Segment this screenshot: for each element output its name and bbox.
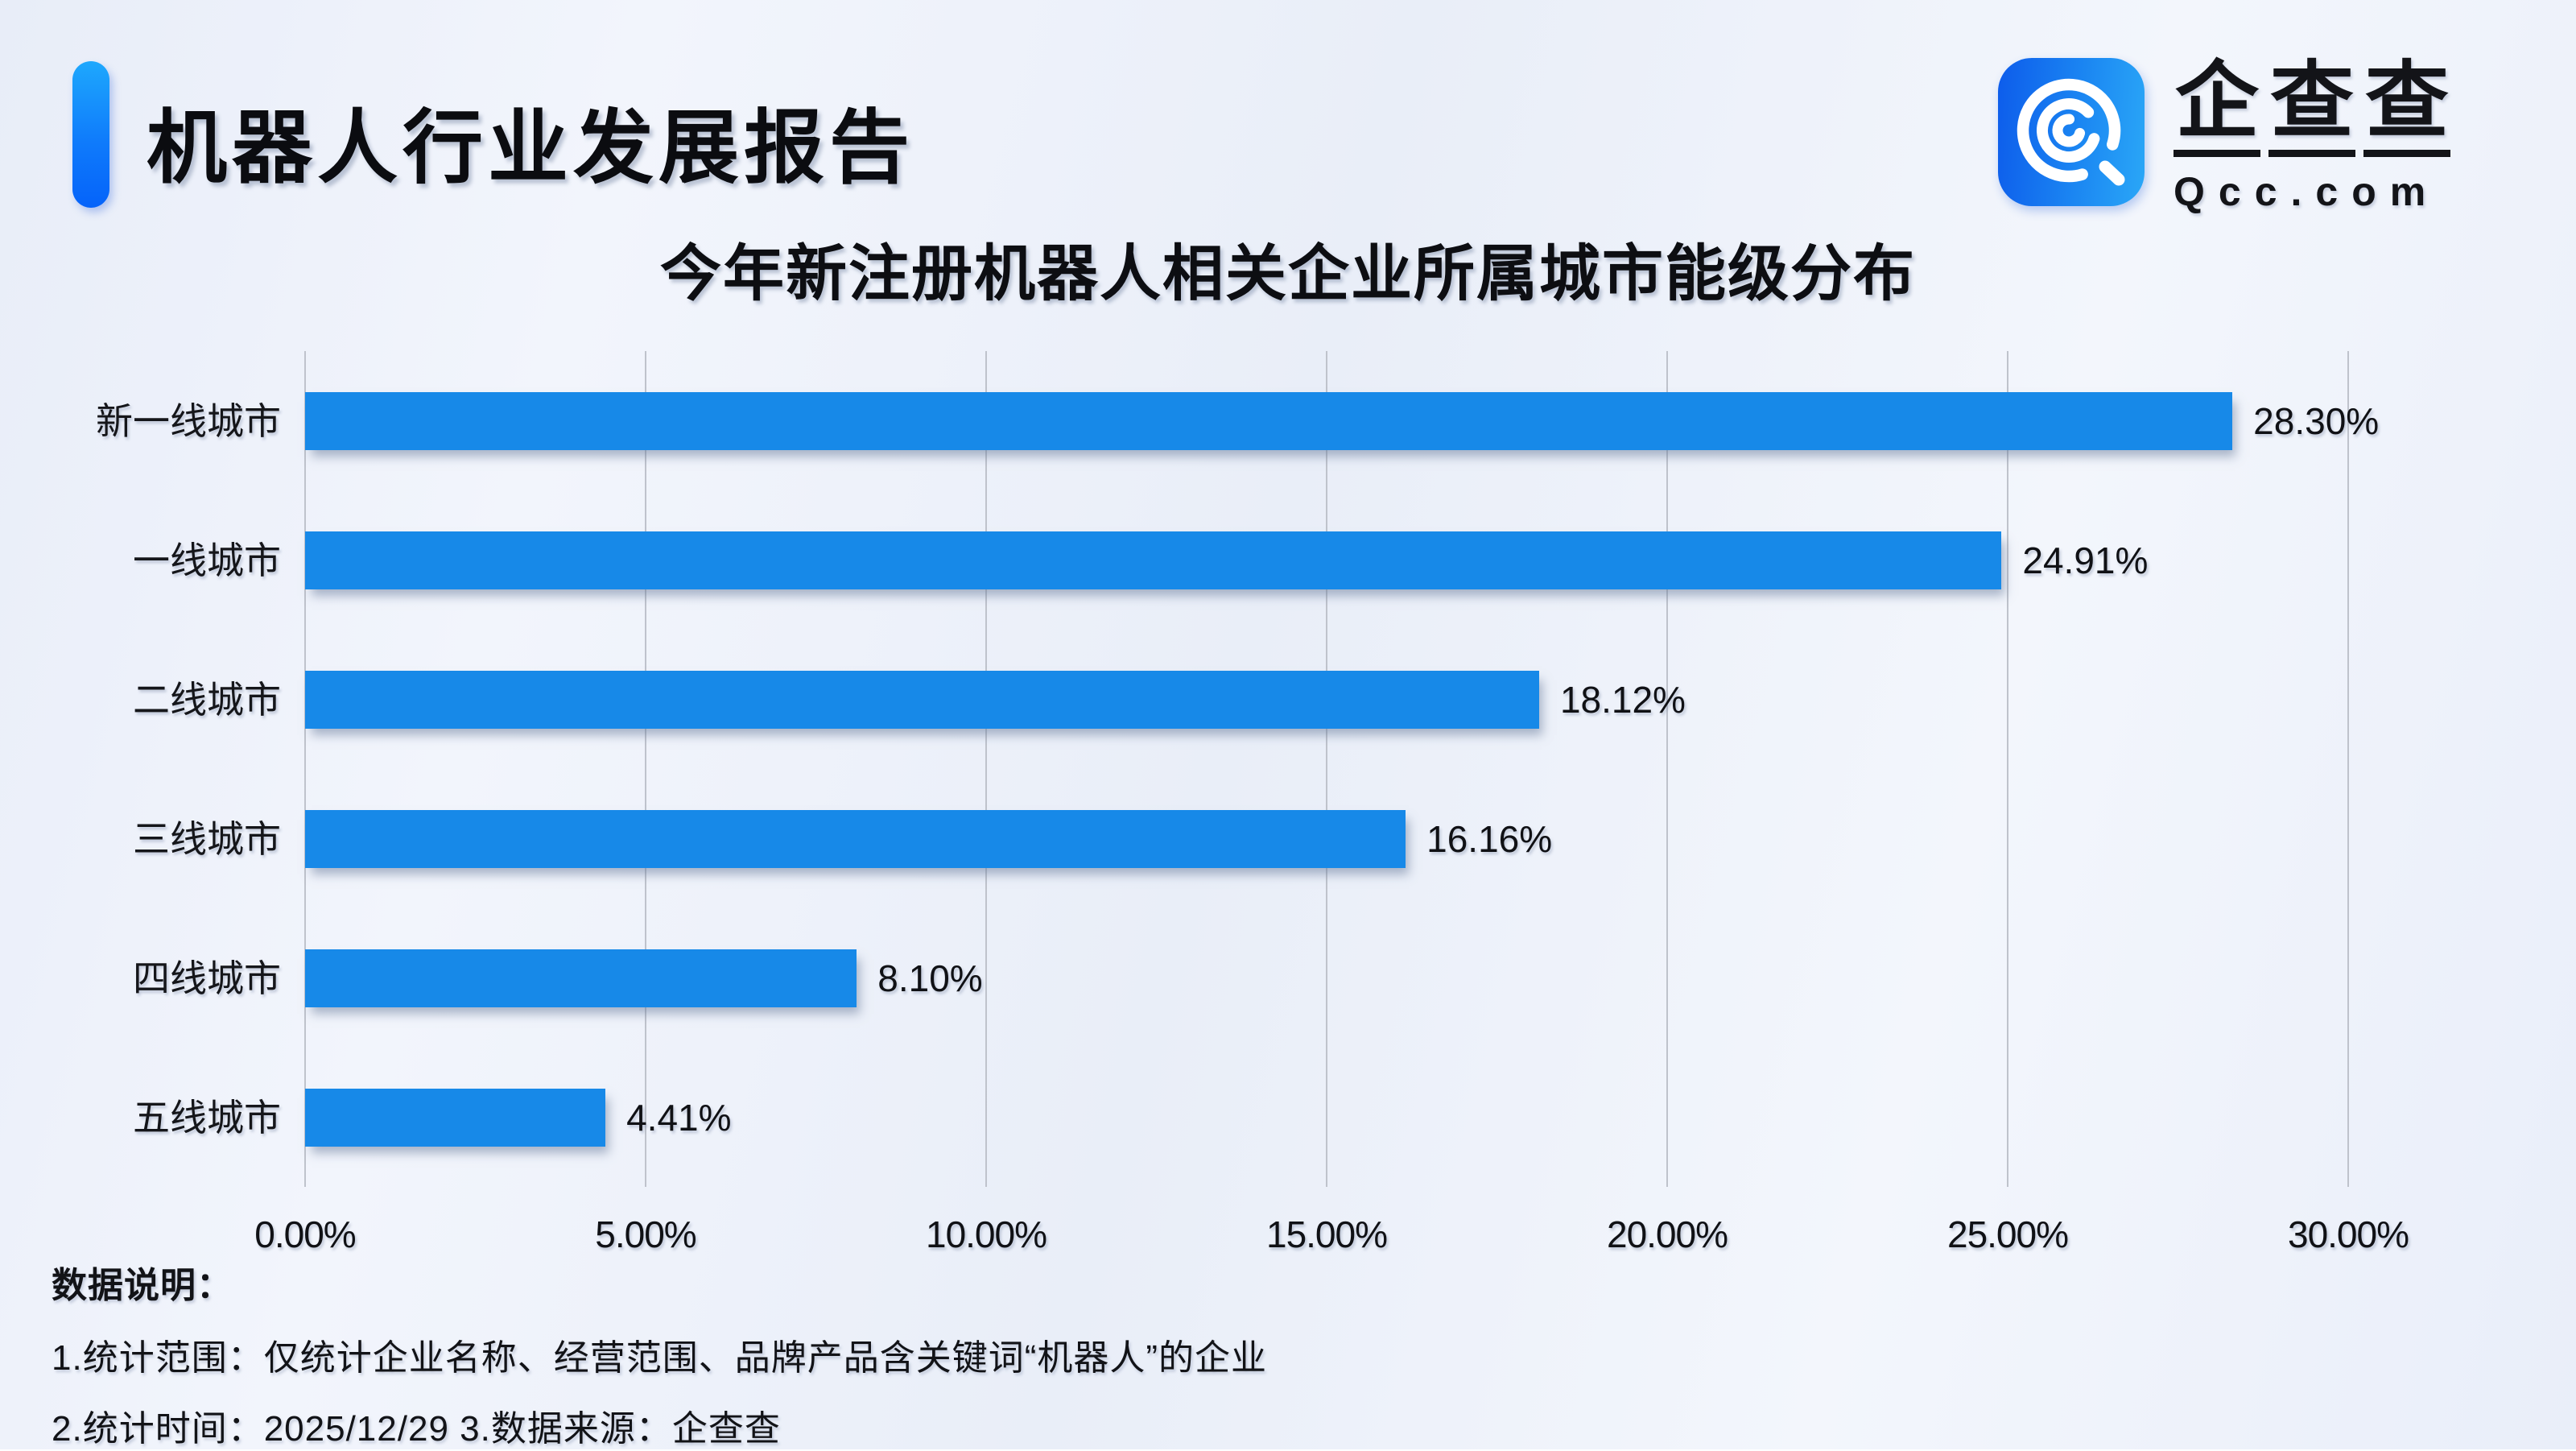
qcc-domain: Qcc.com (2174, 169, 2440, 215)
x-tick-label: 20.00% (1606, 1213, 1728, 1255)
value-label: 18.12% (1559, 678, 1686, 721)
category-label: 一线城市 (133, 539, 281, 581)
notes-line-2: 2.统计时间：2025/12/29 3.数据来源：企查查 (52, 1409, 781, 1449)
bar (305, 670, 1539, 729)
gridline (985, 351, 987, 1187)
gridline (1326, 351, 1327, 1187)
value-label: 16.16% (1426, 817, 1553, 860)
bar (305, 949, 857, 1007)
value-label: 4.41% (626, 1096, 732, 1139)
value-label: 8.10% (877, 957, 983, 999)
x-tick-label: 30.00% (2287, 1213, 2409, 1255)
plot-area: 0.00% 5.00% 10.00% 15.00% 20.00% 25.00% 30.00%… (96, 351, 2409, 1255)
value-label: 28.30% (2253, 399, 2380, 442)
report-title: 机器人行业发展报告 (147, 103, 914, 193)
x-tick-label: 25.00% (1946, 1213, 2069, 1255)
brand-char: 查 (2268, 58, 2356, 158)
qcc-brand-name: 企 查 查 (2174, 58, 2458, 158)
category-label: 四线城市 (133, 957, 281, 999)
category-label: 新一线城市 (96, 399, 281, 442)
notes-heading: 数据说明： (52, 1266, 233, 1305)
x-tick-label: 0.00% (254, 1213, 356, 1255)
chart-title: 今年新注册机器人相关企业所属城市能级分布 (660, 240, 1916, 308)
gridline (645, 351, 646, 1187)
category-label: 三线城市 (133, 817, 281, 860)
bar (305, 391, 2233, 450)
notes-line-1: 1.统计范围：仅统计企业名称、经营范围、品牌产品含关键词“机器人”的企业 (52, 1338, 1267, 1378)
gridline (2347, 351, 2349, 1187)
x-tick-label: 5.00% (595, 1213, 696, 1255)
brand-char: 企 (2174, 58, 2261, 158)
qcc-logo: 企 查 查 Qcc.com (1998, 58, 2458, 215)
gridline (1666, 351, 1668, 1187)
category-label: 五线城市 (133, 1096, 281, 1139)
bar (305, 1088, 606, 1147)
gridline (304, 351, 306, 1187)
brand-char: 查 (2363, 58, 2451, 158)
category-label: 二线城市 (133, 678, 281, 721)
bar (305, 531, 2002, 589)
value-label: 24.91% (2022, 539, 2149, 581)
qcc-magnifier-icon (1998, 58, 2145, 206)
gridline (2007, 351, 2008, 1187)
qcc-logo-text: 企 查 查 Qcc.com (2174, 58, 2458, 215)
title-accent-bar (72, 61, 109, 208)
x-tick-label: 10.00% (925, 1213, 1047, 1255)
bar (305, 809, 1406, 868)
x-tick-label: 15.00% (1265, 1213, 1388, 1255)
